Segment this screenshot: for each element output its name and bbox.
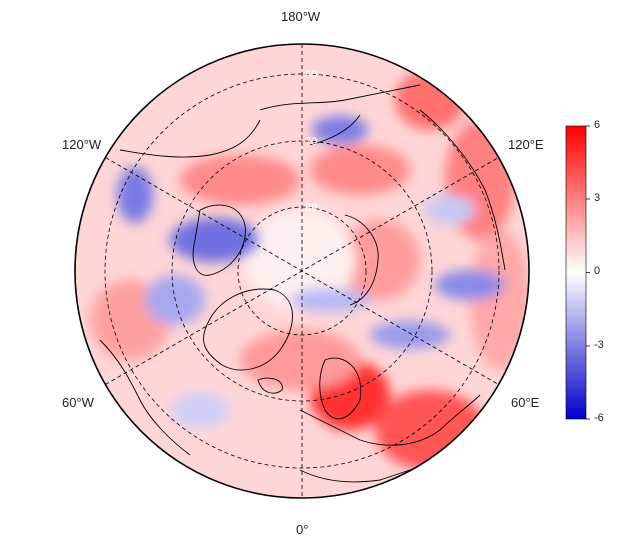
lon-label-120e: 120°E — [508, 137, 544, 152]
lon-label-60w: 60°W — [62, 395, 94, 410]
colorbar — [565, 125, 587, 420]
lat-label-60: 60 — [305, 69, 317, 81]
lon-label-120w: 120°W — [62, 137, 102, 152]
lat-label-70: 70 — [305, 136, 317, 148]
colorbar-ticks — [586, 125, 590, 420]
colorbar-label-neg3: -3 — [594, 339, 604, 351]
colorbar-label-neg6: -6 — [594, 412, 604, 424]
lon-label-0: 0° — [296, 522, 309, 537]
colorbar-label-3: 3 — [594, 192, 601, 204]
colorbar-label-0: 0 — [594, 265, 601, 277]
graticule — [104, 44, 500, 498]
map-boundary — [74, 43, 530, 499]
lat-label-80: 80 — [305, 202, 317, 214]
lon-label-180w: 180°W — [281, 9, 321, 24]
colorbar-label-6: 6 — [594, 119, 601, 131]
anomaly-field — [75, 44, 529, 498]
lon-label-60e: 60°E — [511, 395, 540, 410]
